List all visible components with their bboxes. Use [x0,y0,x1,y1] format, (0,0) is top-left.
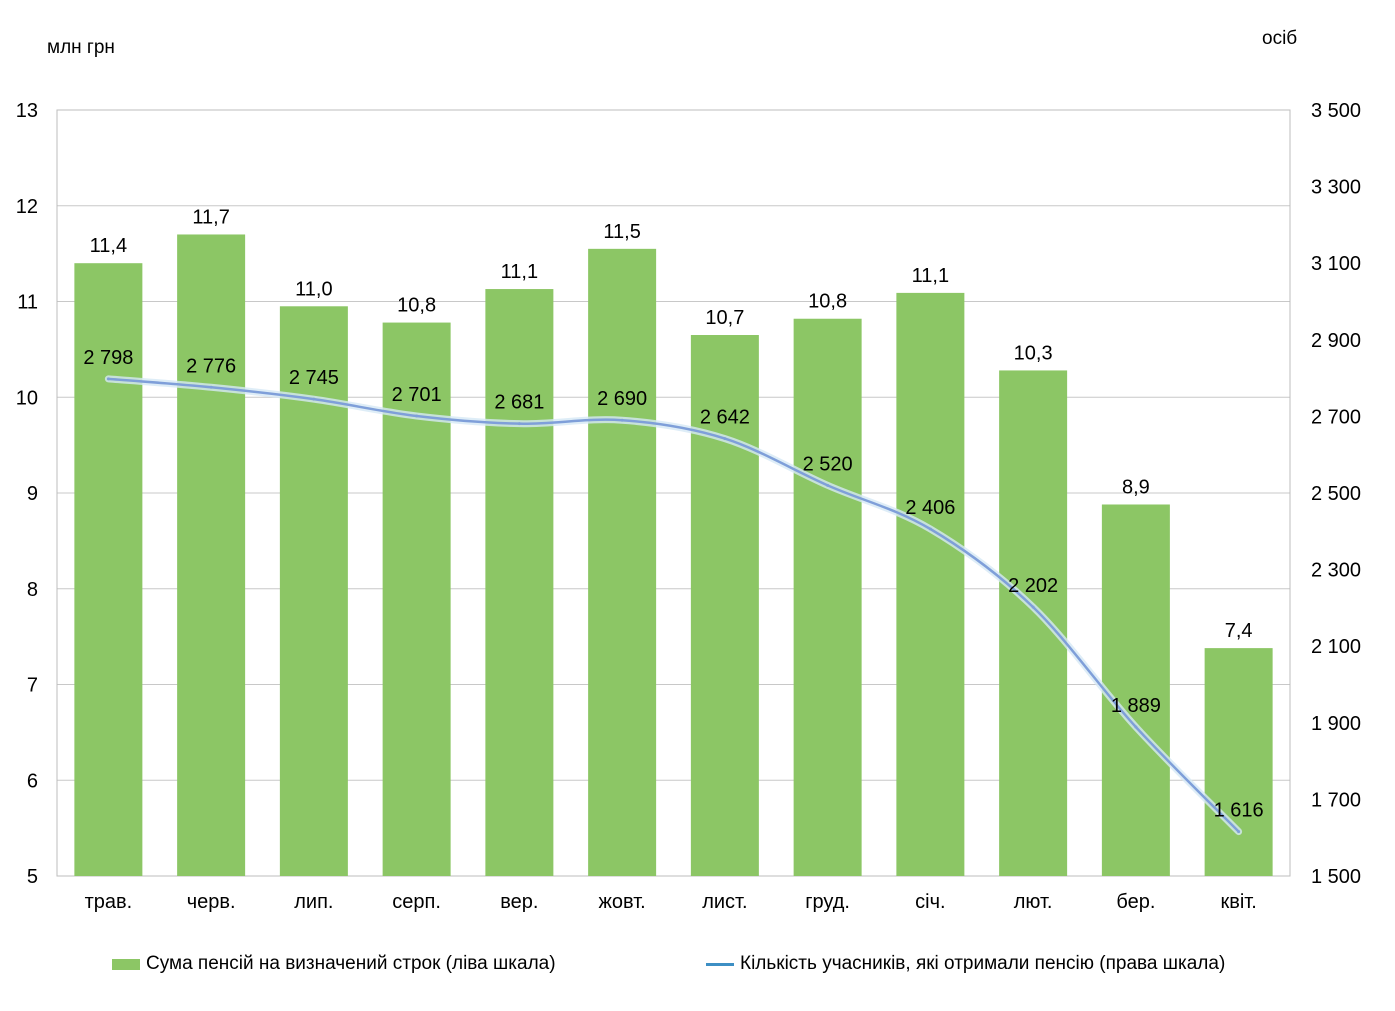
line-data-label: 1 616 [1214,800,1264,822]
right-tick-label: 3 100 [1311,253,1361,275]
left-axis-unit: млн грн [47,37,115,58]
line-data-label: 2 690 [597,388,647,410]
x-tick-label: серп. [392,891,441,913]
x-tick-label: січ. [915,891,945,913]
right-tick-label: 2 700 [1311,406,1361,428]
line-data-label: 2 681 [494,392,544,414]
right-tick-label: 1 700 [1311,789,1361,811]
left-tick-label: 10 [16,387,38,409]
bar-data-labels: 11,4 11,7 11,0 10,8 11,1 11,5 10,7 10,8 11,1 10,3… [90,206,1253,642]
line-point [415,414,419,418]
bar [279,306,348,877]
right-axis-unit: осіб [1262,28,1298,49]
legend-bar-swatch [112,958,140,970]
line-point [1134,725,1138,729]
bar-data-label: 10,3 [1014,342,1053,364]
line-data-label: 2 406 [905,497,955,519]
x-axis-ticks: трав. черв. лип. серп. вер. жовт. лист. груд. сі… [85,891,1257,913]
right-tick-label: 2 900 [1311,330,1361,352]
x-tick-label: бер. [1116,891,1155,913]
right-axis-ticks: 1 500 1 700 1 900 2 100 2 300 2 500 2 700 2 900… [1311,100,1361,888]
legend-line-label: Кількість учасників, які отримали пенсію… [740,953,1226,974]
bar [999,370,1068,876]
bar [485,289,554,876]
bar [588,248,657,876]
line-data-label: 2 202 [1008,575,1058,597]
bar-data-label: 7,4 [1225,620,1253,642]
right-tick-label: 3 300 [1311,177,1361,199]
legend-item-bars: Сума пенсій на визначений строк (ліва шк… [112,953,556,975]
bar-data-label: 11,7 [192,206,229,228]
x-tick-label: лип. [294,891,333,913]
legend-item-line: Кількість учасників, які отримали пенсію… [706,953,1225,975]
x-tick-label: черв. [187,891,236,913]
right-tick-label: 2 300 [1311,560,1361,582]
gridlines [56,109,1291,877]
bar-data-label: 10,8 [808,291,847,313]
bar [690,335,759,876]
left-tick-label: 13 [16,100,38,122]
line-data-label: 2 798 [83,347,133,369]
left-tick-label: 12 [16,196,38,218]
line-data-label: 2 776 [186,355,236,377]
x-tick-label: квіт. [1220,891,1256,913]
line-point [928,527,932,531]
line-point [106,377,110,381]
line-data-label: 2 520 [803,453,853,475]
line-series [104,375,1243,836]
legend-bar-label: Сума пенсій на визначений строк (ліва шк… [146,953,556,974]
bar [793,318,862,876]
line-point [826,483,830,487]
line-data-label: 2 701 [392,384,442,406]
bar-data-label: 11,0 [295,278,332,300]
right-tick-label: 3 500 [1311,100,1361,122]
line-point [723,437,727,441]
x-tick-label: трав. [85,891,133,913]
bar-data-label: 11,1 [501,261,538,283]
right-tick-label: 2 500 [1311,483,1361,505]
right-tick-label: 1 900 [1311,713,1361,735]
x-tick-label: лист. [702,891,747,913]
bar-data-label: 10,8 [397,295,436,317]
left-tick-label: 5 [27,866,38,888]
bar [1101,504,1170,876]
legend-line-swatch [706,962,734,966]
x-tick-label: жовт. [599,891,646,913]
bar [74,263,143,876]
right-tick-label: 1 500 [1311,866,1361,888]
bar-data-label: 11,4 [90,235,127,257]
left-axis-ticks: 5 6 7 8 9 10 11 12 13 [16,100,38,888]
bar-data-label: 8,9 [1122,476,1150,498]
x-tick-label: груд. [805,891,850,913]
line-point [1031,605,1035,609]
line-glow [104,375,1243,836]
line-data-label: 1 889 [1111,695,1161,717]
line-point [312,397,316,401]
left-tick-label: 8 [27,579,38,601]
line-data-labels: 2 798 2 776 2 745 2 701 2 681 2 690 2 642 2 520… [83,347,1263,822]
left-tick-label: 6 [27,770,38,792]
participants-line [107,377,1240,833]
bar-data-label: 11,5 [603,221,640,243]
bar-data-label: 10,7 [705,307,744,329]
bar-data-label: 11,1 [912,265,949,287]
bar [1204,648,1273,876]
left-tick-label: 7 [27,675,38,697]
right-tick-label: 2 100 [1311,636,1361,658]
line-point [1237,830,1241,834]
plot-frame [56,109,1291,877]
bar [177,234,246,877]
x-tick-label: лют. [1014,891,1053,913]
x-tick-label: вер. [500,891,538,913]
line-data-label: 2 745 [289,367,339,389]
left-tick-label: 11 [17,292,38,314]
left-tick-label: 9 [27,483,38,505]
line-point [517,422,521,426]
line-data-label: 2 642 [700,407,750,429]
bar [896,292,965,876]
line-point [209,385,213,389]
line-point [620,418,624,422]
